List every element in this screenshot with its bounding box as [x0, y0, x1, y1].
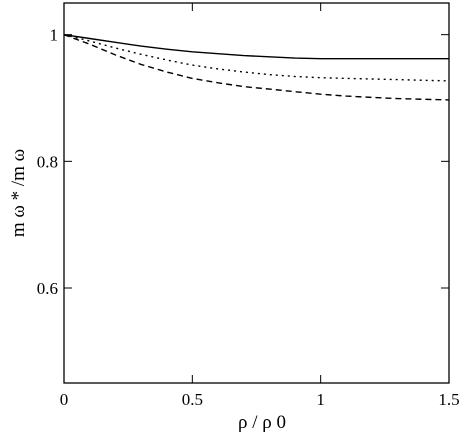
series-layer: [63, 34, 450, 101]
x-tick-label: 0.5: [182, 390, 203, 409]
series-line-dotted: [63, 34, 450, 82]
x-tick-label: 0: [60, 390, 69, 409]
y-tick-label: 0.8: [37, 152, 58, 171]
series-line-solid: [63, 34, 449, 60]
y-tick-label: 1: [50, 26, 59, 45]
tick-labels-layer: 0 0.5 1 1.5 0.6 0.8 1: [37, 26, 460, 409]
x-tick-label: 1: [316, 390, 325, 409]
y-axis-label: m ω * /m ω: [8, 149, 29, 237]
plot-frame: [63, 2, 450, 384]
x-axis-label: ρ / ρ 0: [238, 412, 286, 433]
ticks-layer: [63, 3, 450, 383]
series-line-dashed: [63, 34, 450, 101]
x-tick-label: 1.5: [438, 390, 459, 409]
y-tick-label: 0.6: [37, 279, 58, 298]
